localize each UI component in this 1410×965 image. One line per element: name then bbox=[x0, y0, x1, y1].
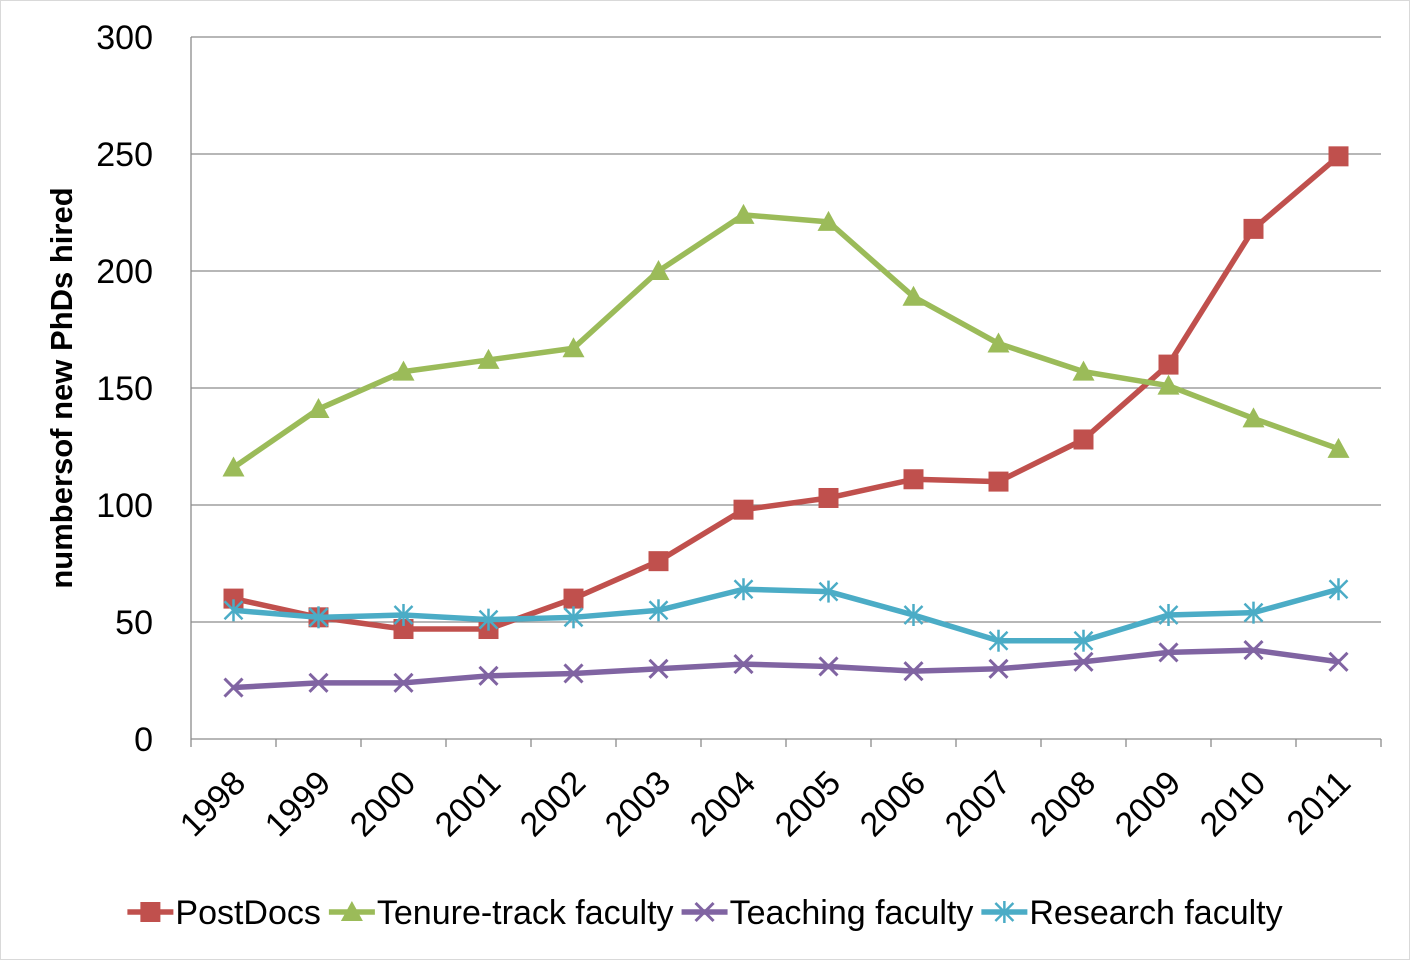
series-line bbox=[233, 586, 1340, 644]
series bbox=[222, 146, 1350, 698]
legend-label: Tenure-track faculty bbox=[377, 894, 674, 932]
data-point bbox=[1158, 603, 1179, 626]
data-point bbox=[1328, 651, 1349, 672]
series-line bbox=[232, 154, 1341, 632]
data-point bbox=[988, 629, 1009, 652]
data-point bbox=[1243, 640, 1264, 661]
data-point bbox=[648, 658, 669, 679]
data-point bbox=[1327, 437, 1350, 458]
data-point bbox=[732, 203, 755, 224]
data-point bbox=[478, 665, 499, 686]
data-point bbox=[307, 398, 330, 419]
gridlines bbox=[191, 36, 1381, 623]
legend-swatch bbox=[981, 901, 1028, 923]
legend-label: Teaching faculty bbox=[730, 894, 974, 932]
legend-label: PostDocs bbox=[175, 894, 321, 932]
data-point bbox=[1072, 360, 1095, 381]
data-point bbox=[733, 499, 754, 520]
data-point bbox=[563, 588, 584, 609]
legend-swatch bbox=[328, 901, 375, 921]
data-point bbox=[222, 456, 245, 477]
data-point bbox=[1328, 146, 1349, 167]
series-tenure-track-faculty bbox=[222, 203, 1350, 477]
data-point bbox=[308, 606, 329, 629]
data-point bbox=[1073, 629, 1094, 652]
data-point bbox=[733, 578, 754, 601]
data-point bbox=[903, 661, 924, 682]
data-point bbox=[477, 348, 500, 369]
legend-item[interactable]: Teaching faculty bbox=[681, 894, 974, 932]
data-point bbox=[393, 672, 414, 693]
y-tick-label: 50 bbox=[115, 604, 153, 642]
y-tick-labels: 0 50 100 150 200 250 300 bbox=[96, 19, 153, 759]
data-point bbox=[308, 672, 329, 693]
legend[interactable]: PostDocs Tenure-track faculty Teaching fac… bbox=[127, 894, 1283, 932]
data-point bbox=[1328, 578, 1349, 601]
legend-marker bbox=[140, 902, 161, 922]
data-point bbox=[393, 603, 414, 626]
data-point bbox=[818, 580, 839, 603]
y-tick-label: 150 bbox=[96, 370, 153, 408]
data-point bbox=[988, 658, 1009, 679]
data-point bbox=[988, 471, 1009, 492]
data-point bbox=[563, 663, 584, 684]
series-teaching-faculty bbox=[223, 640, 1349, 698]
data-point bbox=[647, 260, 670, 280]
data-point bbox=[562, 337, 585, 358]
series-line bbox=[233, 647, 1339, 691]
y-tick-label: 200 bbox=[96, 253, 153, 291]
data-point bbox=[902, 285, 925, 306]
data-point bbox=[648, 551, 669, 572]
y-tick-label: 300 bbox=[96, 19, 153, 57]
data-point bbox=[1073, 429, 1094, 450]
legend-swatch bbox=[681, 901, 728, 923]
legend-label: Research faculty bbox=[1029, 894, 1282, 932]
data-point bbox=[1158, 354, 1179, 375]
data-point bbox=[1243, 218, 1264, 239]
y-axis-label: numbersof new PhDs hired bbox=[44, 187, 79, 588]
data-point bbox=[392, 360, 415, 381]
data-point bbox=[733, 654, 754, 675]
axes bbox=[190, 37, 1382, 747]
data-point bbox=[818, 656, 839, 677]
legend-item[interactable]: PostDocs bbox=[127, 894, 321, 932]
data-point bbox=[223, 677, 244, 698]
y-tick-label: 0 bbox=[134, 721, 153, 759]
data-point bbox=[903, 469, 924, 490]
series-line bbox=[231, 212, 1340, 470]
data-point bbox=[817, 210, 840, 231]
legend-marker bbox=[994, 901, 1015, 923]
y-tick-label: 250 bbox=[96, 136, 153, 174]
y-tick-label: 100 bbox=[96, 487, 153, 525]
data-point bbox=[1073, 651, 1094, 672]
data-point bbox=[563, 606, 584, 629]
data-point bbox=[903, 603, 924, 626]
legend-marker bbox=[340, 901, 363, 921]
data-point bbox=[648, 599, 669, 622]
data-point bbox=[1242, 407, 1265, 428]
data-point bbox=[1157, 374, 1180, 395]
data-point bbox=[393, 619, 414, 640]
data-point bbox=[987, 332, 1010, 353]
legend-marker bbox=[694, 901, 715, 923]
series-research-faculty bbox=[223, 578, 1349, 652]
data-point bbox=[818, 487, 839, 508]
data-point bbox=[1243, 601, 1264, 624]
legend-swatch bbox=[127, 902, 174, 922]
legend-item[interactable]: Research faculty bbox=[981, 894, 1283, 932]
data-point bbox=[478, 608, 499, 631]
data-point bbox=[1158, 642, 1179, 663]
data-point bbox=[223, 599, 244, 622]
legend-item[interactable]: Tenure-track faculty bbox=[328, 894, 674, 932]
